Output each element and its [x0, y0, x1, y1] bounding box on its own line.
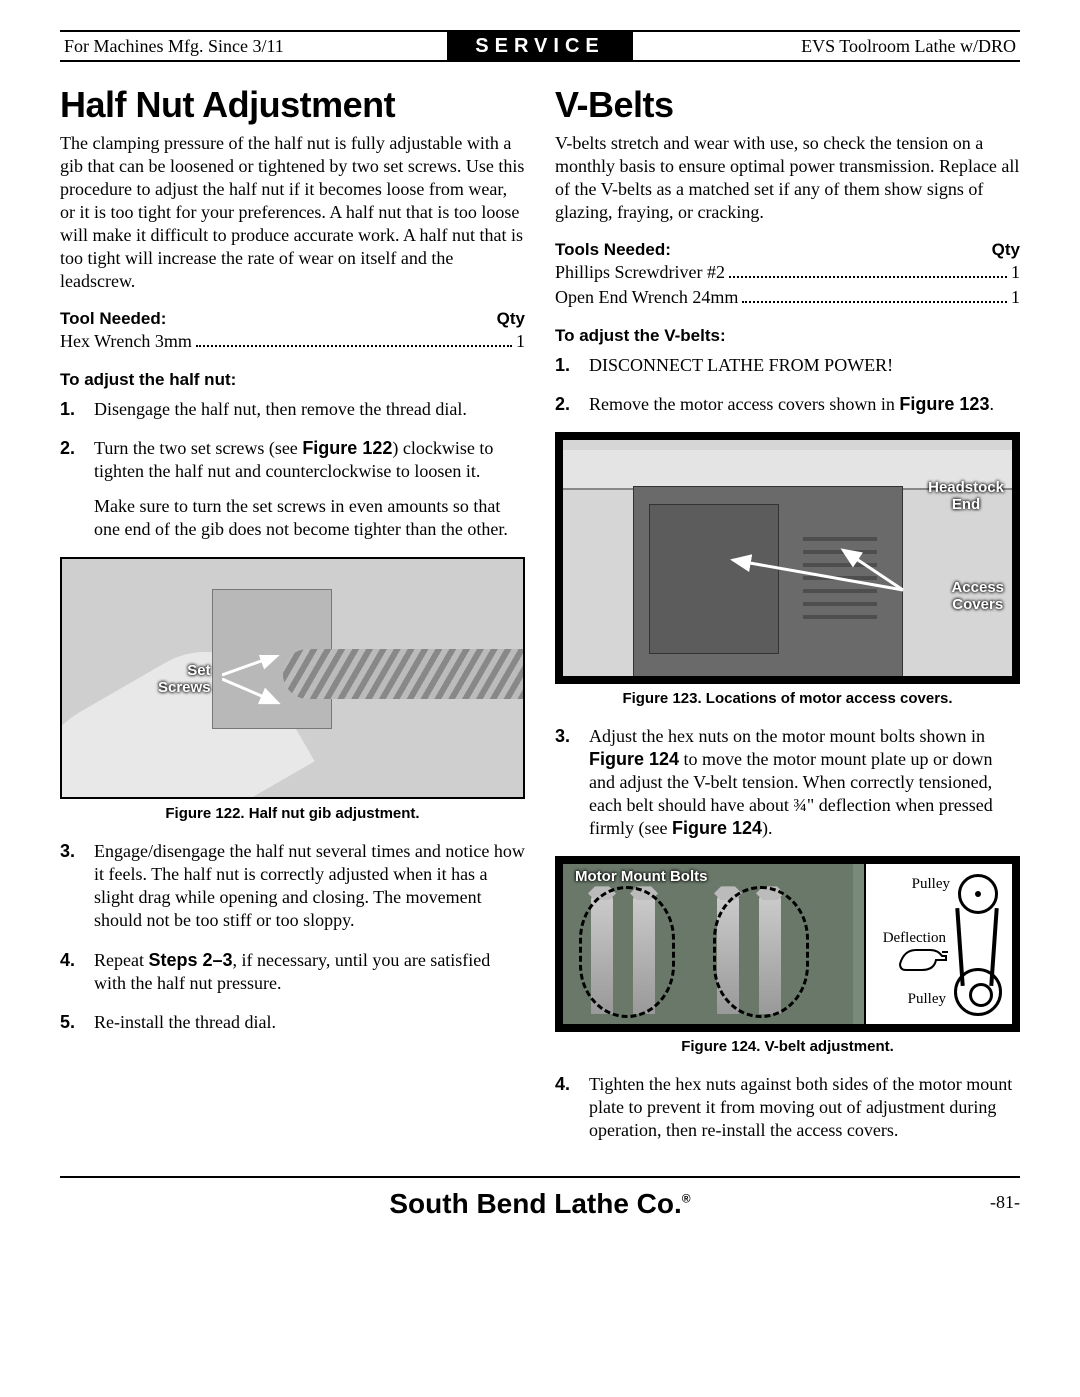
belt-line: [989, 908, 998, 986]
footer-page-number: -81-: [990, 1192, 1020, 1213]
vbelt-steps: DISCONNECT LATHE FROM POWER! Remove the …: [555, 354, 1020, 416]
lbl2-l1: Access: [951, 579, 1004, 596]
belt-line: [955, 908, 964, 986]
halfnut-intro: The clamping pressure of the half nut is…: [60, 132, 525, 293]
fig122-label: Set Screws: [158, 663, 211, 696]
header-left: For Machines Mfg. Since 3/11: [60, 36, 447, 57]
vstep-4: Tighten the hex nuts against both sides …: [555, 1073, 1020, 1142]
step-4: Repeat Steps 2–3, if necessary, until yo…: [60, 949, 525, 995]
tool-qty: 1: [1011, 287, 1020, 308]
figure-122-caption: Figure 122. Half nut gib adjustment.: [60, 805, 525, 822]
content-columns: Half Nut Adjustment The clamping pressur…: [60, 84, 1020, 1158]
tool-name: Hex Wrench 3mm: [60, 331, 192, 352]
fig124-pulley-label-bottom: Pulley: [908, 991, 946, 1008]
step-1: Disengage the half nut, then remove the …: [60, 398, 525, 421]
page-footer: South Bend Lathe Co.® -81-: [60, 1178, 1020, 1226]
figure-122: Set Screws: [60, 557, 525, 799]
tools-header-left: Tool Needed: Qty: [60, 309, 525, 329]
vstep-2: Remove the motor access covers shown in …: [555, 393, 1020, 416]
tool-name: Phillips Screwdriver #2: [555, 262, 725, 283]
footer-brand: South Bend Lathe Co.®: [389, 1188, 690, 1220]
procedure-heading-vbelts: To adjust the V-belts:: [555, 326, 1020, 346]
leader-dots: [196, 345, 512, 347]
right-column: V-Belts V-belts stretch and wear with us…: [555, 84, 1020, 1158]
step-3: Engage/disengage the half nut several ti…: [60, 840, 525, 932]
fig123-arrows-icon: [713, 540, 933, 640]
tools-header-right: Tools Needed: Qty: [555, 240, 1020, 260]
section-title-halfnut: Half Nut Adjustment: [60, 84, 525, 126]
registered-icon: ®: [682, 1192, 691, 1206]
fig124-dashed-oval: [579, 886, 675, 1018]
step-5: Re-install the thread dial.: [60, 1011, 525, 1034]
vstep3-figref: Figure 124: [589, 749, 679, 769]
fig123-access-label: Access Covers: [951, 580, 1004, 613]
lbl2-l2: Covers: [952, 596, 1003, 613]
step-2: Turn the two set screws (see Figure 122)…: [60, 437, 525, 483]
figure-122-image: Set Screws: [62, 559, 523, 797]
hand-icon: [898, 940, 948, 974]
vbelt-steps-cont2: Tighten the hex nuts against both sides …: [555, 1073, 1020, 1142]
vstep2-a: Remove the motor access covers shown in: [589, 394, 899, 414]
halfnut-steps: Disengage the half nut, then remove the …: [60, 398, 525, 483]
fig122-leadscrew: [283, 649, 523, 699]
step2-a: Turn the two set screws (see: [94, 438, 302, 458]
lbl1-l2: End: [952, 496, 980, 513]
figure-124: Motor Mount Bolts Pulley Deflection Pull…: [555, 856, 1020, 1032]
section-title-vbelts: V-Belts: [555, 84, 1020, 126]
leader-dots: [742, 301, 1007, 303]
vstep-3: Adjust the hex nuts on the motor mount b…: [555, 725, 1020, 840]
fig124-pulley-label-top: Pulley: [912, 876, 950, 893]
vstep3-c: ).: [762, 818, 773, 838]
footer-brand-text: South Bend Lathe Co.: [389, 1188, 681, 1219]
tools-label: Tool Needed:: [60, 309, 166, 329]
page-header: For Machines Mfg. Since 3/11 SERVICE EVS…: [60, 30, 1020, 62]
figure-124-image: Motor Mount Bolts Pulley Deflection Pull…: [557, 858, 1018, 1030]
tool-qty: 1: [1011, 262, 1020, 283]
fig124-dashed-oval: [713, 886, 809, 1018]
lbl1-l1: Headstock: [928, 479, 1004, 496]
vstep2-figref: Figure 123: [899, 394, 989, 414]
vstep3-a: Adjust the hex nuts on the motor mount b…: [589, 726, 985, 746]
vbelts-intro: V-belts stretch and wear with use, so ch…: [555, 132, 1020, 224]
pulley-icon: [958, 874, 998, 914]
tool-qty: 1: [516, 331, 525, 352]
vstep2-b: .: [989, 394, 994, 414]
left-column: Half Nut Adjustment The clamping pressur…: [60, 84, 525, 1158]
step2-figref: Figure 122: [302, 438, 392, 458]
qty-label: Qty: [992, 240, 1020, 260]
vstep-1: DISCONNECT LATHE FROM POWER!: [555, 354, 1020, 377]
fig123-headstock-label: Headstock End: [928, 480, 1004, 513]
step4-a: Repeat: [94, 950, 148, 970]
header-right: EVS Toolroom Lathe w/DRO: [633, 36, 1020, 57]
fig122-arrows-icon: [222, 655, 312, 715]
qty-label: Qty: [497, 309, 525, 329]
header-center-badge: SERVICE: [447, 31, 632, 62]
figure-123: Headstock End Access Covers: [555, 432, 1020, 684]
figure-123-caption: Figure 123. Locations of motor access co…: [555, 690, 1020, 707]
halfnut-steps-cont: Engage/disengage the half nut several ti…: [60, 840, 525, 1033]
figure-123-image: Headstock End Access Covers: [557, 434, 1018, 682]
fig124-mmb-label: Motor Mount Bolts: [575, 868, 707, 885]
figure-124-caption: Figure 124. V-belt adjustment.: [555, 1038, 1020, 1055]
fig122-label-l2: Screws: [158, 679, 211, 696]
fig122-label-l1: Set: [187, 662, 210, 679]
tool-line: Phillips Screwdriver #2 1: [555, 262, 1020, 283]
tool-name: Open End Wrench 24mm: [555, 287, 738, 308]
vstep3-figref2: Figure 124: [672, 818, 762, 838]
fig124-right-panel: Pulley Deflection Pulley: [864, 864, 1012, 1024]
step2-note: Make sure to turn the set screws in even…: [60, 495, 525, 541]
step4-bold: Steps 2–3: [148, 950, 232, 970]
tools-label: Tools Needed:: [555, 240, 671, 260]
vbelt-steps-cont: Adjust the hex nuts on the motor mount b…: [555, 725, 1020, 840]
tool-line: Hex Wrench 3mm 1: [60, 331, 525, 352]
procedure-heading-halfnut: To adjust the half nut:: [60, 370, 525, 390]
tool-line: Open End Wrench 24mm 1: [555, 287, 1020, 308]
leader-dots: [729, 276, 1007, 278]
